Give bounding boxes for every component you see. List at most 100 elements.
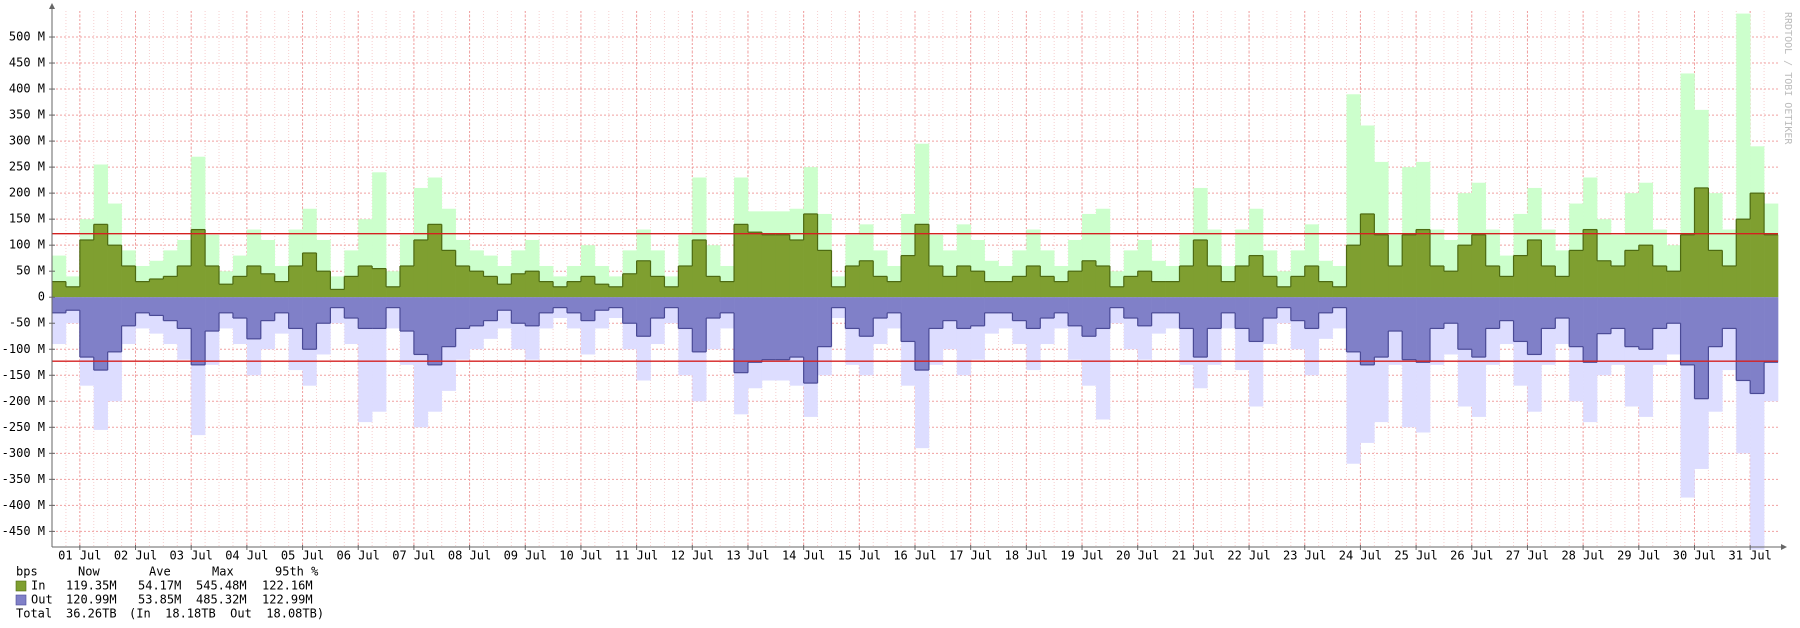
avg-bar [1541, 297, 1556, 329]
avg-bar [93, 224, 108, 298]
avg-bar [1095, 297, 1111, 329]
avg-bar [1040, 276, 1055, 298]
avg-bar [302, 297, 317, 350]
x-tick-label: 01 Jul [58, 549, 101, 563]
avg-bar [1597, 260, 1612, 298]
avg-bar [260, 273, 276, 298]
avg-bar [1430, 265, 1445, 298]
avg-bar [650, 297, 665, 319]
avg-bar [455, 297, 470, 329]
y-tick-label: -150 M [2, 368, 45, 382]
avg-bar [1764, 234, 1779, 298]
avg-bar [1040, 297, 1055, 319]
avg-bar [1109, 297, 1125, 308]
legend-header: 95th % [275, 565, 319, 579]
y-tick-label: 200 M [9, 186, 45, 200]
avg-bar [1262, 297, 1278, 319]
avg-bar [316, 271, 331, 298]
avg-bar [636, 260, 651, 298]
y-tick-label: 450 M [9, 56, 45, 70]
avg-bar [775, 234, 791, 298]
avg-bar [1290, 276, 1306, 298]
avg-bar [1026, 265, 1041, 298]
avg-bar [1068, 271, 1083, 298]
avg-bar [1193, 297, 1208, 358]
avg-bar [246, 297, 262, 339]
x-tick-label: 16 Jul [893, 549, 936, 563]
y-tick-label: -400 M [2, 498, 45, 512]
avg-bar [1374, 234, 1389, 298]
avg-bar [1443, 297, 1459, 324]
x-tick-label: 09 Jul [504, 549, 547, 563]
avg-bar [1680, 234, 1695, 298]
avg-bar [998, 281, 1013, 298]
y-tick-label: -250 M [2, 420, 45, 434]
avg-bar [1082, 297, 1097, 337]
avg-bar [358, 265, 373, 298]
max-bar [372, 172, 387, 298]
avg-bar [1179, 297, 1194, 329]
avg-bar [413, 297, 429, 355]
avg-bar [1346, 245, 1361, 298]
avg-bar [1332, 286, 1347, 298]
avg-bar [747, 297, 763, 363]
avg-bar [1221, 297, 1236, 313]
avg-bar [386, 297, 401, 308]
legend-stat: 545.48M [196, 579, 247, 593]
avg-bar [984, 297, 999, 313]
avg-bar [567, 281, 582, 298]
avg-bar [1346, 297, 1361, 352]
x-tick-label: 15 Jul [838, 549, 881, 563]
avg-bar [553, 286, 568, 298]
avg-bar [539, 281, 554, 298]
x-tick-label: 20 Jul [1116, 549, 1159, 563]
y-tick-label: -200 M [2, 394, 45, 408]
avg-bar [539, 297, 554, 313]
x-tick-label: 31 Jul [1728, 549, 1771, 563]
avg-bar [1318, 281, 1333, 298]
y-tick-label: -350 M [2, 472, 45, 486]
avg-bar [1054, 281, 1069, 298]
avg-bar [803, 213, 818, 298]
y-tick-label: 500 M [9, 30, 45, 44]
avg-bar [1276, 297, 1292, 308]
avg-bar [915, 297, 930, 371]
y-tick-label: -100 M [2, 342, 45, 356]
avg-bar [1123, 297, 1139, 319]
avg-bar [1499, 297, 1514, 321]
avg-bar [191, 229, 206, 298]
avg-bar [386, 286, 401, 298]
avg-bar [1652, 297, 1667, 329]
avg-bar [1736, 219, 1751, 298]
avg-bar [1262, 276, 1278, 298]
avg-bar [1304, 297, 1319, 329]
legend-stat: 120.99M [66, 593, 117, 607]
avg-bar [650, 276, 665, 298]
avg-bar [177, 297, 192, 329]
avg-bar [511, 273, 526, 298]
avg-bar [1443, 271, 1459, 298]
avg-bar [1388, 265, 1403, 298]
avg-bar [1388, 297, 1403, 332]
legend-swatch [15, 594, 27, 606]
avg-bar [302, 252, 317, 298]
avg-bar [1082, 260, 1097, 298]
avg-bar [1318, 297, 1333, 313]
avg-bar [887, 297, 902, 313]
avg-bar [1235, 297, 1250, 329]
avg-bar [177, 265, 192, 298]
avg-bar [344, 297, 359, 319]
avg-bar [274, 281, 289, 298]
avg-bar [1652, 265, 1667, 298]
avg-bar [483, 276, 498, 298]
avg-bar [1151, 297, 1166, 313]
x-tick-label: 17 Jul [949, 549, 992, 563]
avg-bar [1360, 213, 1375, 298]
avg-bar [1137, 297, 1152, 326]
avg-bar [288, 265, 303, 298]
avg-bar [859, 260, 874, 298]
avg-bar [441, 297, 456, 347]
avg-bar [288, 297, 303, 329]
avg-bar [692, 297, 707, 352]
